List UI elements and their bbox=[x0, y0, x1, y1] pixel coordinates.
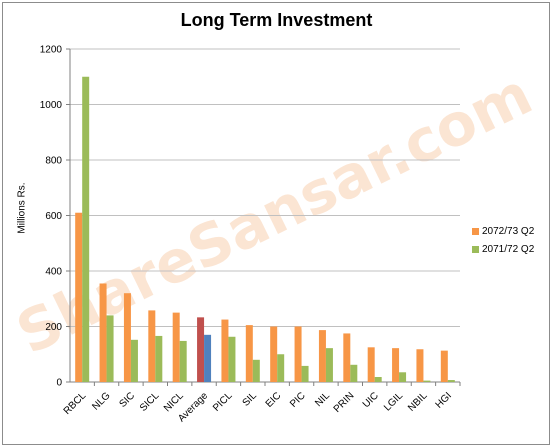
x-tick-label: SICL bbox=[138, 390, 162, 414]
bar-2 bbox=[130, 339, 138, 382]
x-tick-label: UIC bbox=[361, 390, 381, 410]
bar-1 bbox=[440, 350, 448, 382]
x-tick-label: PICL bbox=[211, 390, 235, 414]
x-tick-label: NIL bbox=[313, 390, 332, 409]
bar-2 bbox=[447, 380, 455, 382]
bar-2 bbox=[155, 335, 163, 382]
y-tick-label: 1200 bbox=[40, 45, 63, 56]
bar-1 bbox=[245, 325, 253, 382]
y-tick-label: 1000 bbox=[40, 100, 63, 111]
x-tick-label: LGIL bbox=[382, 390, 405, 413]
x-tick-label: HGI bbox=[434, 390, 454, 410]
y-tick-label: 800 bbox=[45, 156, 62, 167]
bar-1 bbox=[123, 293, 131, 382]
bar-2 bbox=[106, 315, 114, 382]
x-tick-label: PIC bbox=[288, 390, 308, 410]
bar-2 bbox=[399, 372, 407, 382]
bar-2 bbox=[423, 380, 431, 382]
bar-1 bbox=[343, 333, 351, 382]
x-tick-label: SIL bbox=[241, 390, 260, 409]
chart-title: Long Term Investment bbox=[180, 10, 373, 30]
bar-1 bbox=[75, 212, 83, 382]
x-tick-label: EIC bbox=[264, 390, 284, 410]
bar-2 bbox=[277, 354, 285, 382]
bar-1 bbox=[197, 317, 205, 382]
bar-2 bbox=[374, 377, 382, 382]
bar-1 bbox=[367, 347, 375, 382]
y-tick-label: 0 bbox=[56, 378, 62, 389]
x-tick-label: NLG bbox=[90, 390, 112, 412]
bar-1 bbox=[270, 326, 278, 382]
legend-item-series-1: 2072/73 Q2 bbox=[472, 226, 534, 237]
legend-label-series-1: 2072/73 Q2 bbox=[482, 226, 535, 237]
bar-1 bbox=[294, 326, 302, 382]
y-tick-label: 200 bbox=[45, 322, 62, 333]
bar-2 bbox=[325, 348, 333, 382]
bar-2 bbox=[350, 364, 358, 382]
bar-2 bbox=[204, 334, 212, 382]
bar-2 bbox=[252, 359, 260, 382]
bar-2 bbox=[228, 336, 236, 382]
y-tick-label: 400 bbox=[45, 267, 62, 278]
legend-swatch-series-1 bbox=[472, 228, 479, 235]
x-tick-label: SIC bbox=[117, 390, 137, 410]
bar-2 bbox=[179, 340, 187, 382]
x-tick-label: RBCL bbox=[62, 390, 89, 417]
legend-swatch-series-2 bbox=[472, 246, 479, 253]
bar-2 bbox=[301, 365, 309, 382]
bar-1 bbox=[99, 283, 107, 382]
bar-1 bbox=[392, 348, 400, 382]
x-tick-label: NBIL bbox=[406, 390, 430, 414]
bar-1 bbox=[416, 349, 424, 382]
bar-1 bbox=[172, 312, 180, 382]
legend-item-series-2: 2071/72 Q2 bbox=[472, 244, 534, 255]
bar-2 bbox=[82, 76, 90, 382]
x-tick-label: PRIN bbox=[332, 390, 357, 415]
bar-1 bbox=[318, 330, 326, 382]
bar-1 bbox=[221, 319, 229, 382]
y-tick-label: 600 bbox=[45, 211, 62, 222]
bar-1 bbox=[148, 310, 156, 382]
legend-label-series-2: 2071/72 Q2 bbox=[482, 244, 535, 255]
